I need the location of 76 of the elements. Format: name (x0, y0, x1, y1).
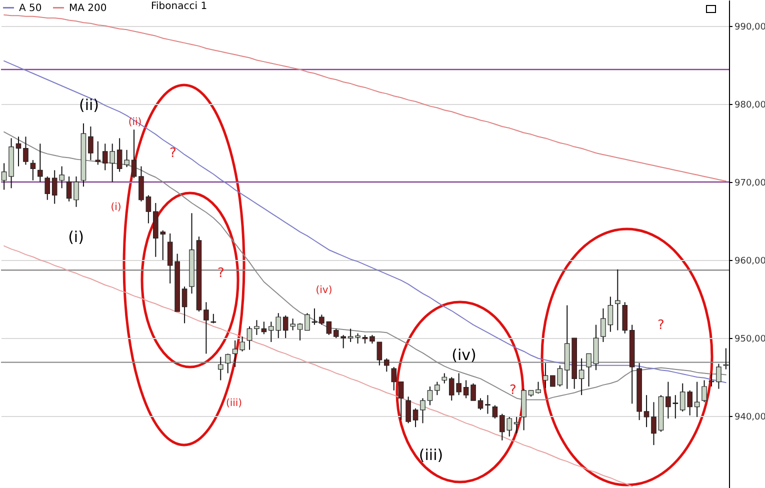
candlestick (23, 136, 28, 166)
candlestick (204, 302, 209, 354)
candlestick (384, 358, 390, 372)
annotation: ? (510, 383, 516, 398)
candlestick (182, 286, 188, 324)
candlestick (478, 398, 484, 410)
candlestick (542, 362, 548, 389)
candlestick (138, 166, 144, 202)
candlestick (615, 268, 620, 331)
candlestick (427, 386, 433, 406)
candlestick (485, 394, 490, 414)
candlestick (210, 313, 216, 324)
candlestick (225, 353, 230, 374)
candlestick (131, 129, 137, 179)
candlestick (463, 380, 469, 399)
candlestick (644, 394, 650, 428)
annotation: (i) (110, 202, 122, 213)
annotation: (iii) (226, 398, 242, 409)
candlestick (312, 308, 318, 326)
candlestick (304, 312, 310, 331)
candlestick (218, 356, 224, 381)
annotation: Fibonacci 1 (151, 1, 208, 12)
annotation: (i) (68, 228, 84, 246)
candlestick (536, 381, 541, 394)
line-series (4, 60, 726, 384)
candlestick (694, 381, 700, 418)
candlestick (412, 408, 418, 428)
legend-label: A 50 (19, 2, 42, 14)
candlestick (124, 149, 130, 168)
candlestick (38, 143, 43, 182)
candlestick (232, 340, 238, 368)
candlestick (420, 398, 426, 424)
annotation: (iv) (316, 285, 332, 296)
candlestick (442, 372, 448, 384)
candlestick (44, 176, 50, 200)
candlestick (240, 336, 245, 352)
candlestick (651, 402, 656, 446)
candlestick (254, 320, 260, 336)
candlestick (702, 380, 707, 403)
candlestick (716, 363, 722, 390)
candlestick (608, 296, 614, 332)
line-series (4, 245, 633, 487)
candlestick (578, 358, 584, 396)
candlestick (66, 176, 72, 202)
candlestick (514, 416, 520, 434)
annotation: (ii) (78, 96, 100, 114)
annotation: ? (170, 146, 176, 161)
annotation: (iv) (452, 346, 476, 364)
candlestick (116, 138, 122, 172)
candlestick (74, 176, 79, 208)
candlestick (261, 321, 267, 335)
candlestick (470, 382, 476, 402)
candlestick (586, 353, 592, 387)
annotation: ? (658, 318, 664, 333)
candlestick (391, 366, 397, 391)
candlestick (406, 396, 411, 424)
candlestick (348, 328, 354, 342)
candlestick (146, 194, 152, 224)
candlestick (492, 404, 498, 420)
candlestick (95, 140, 101, 166)
candlestick (297, 322, 303, 341)
candlestick (434, 381, 440, 396)
annotation: (iii) (418, 446, 444, 464)
line-series (4, 14, 726, 182)
candlestick (1, 162, 7, 190)
annotation: ? (218, 266, 224, 281)
candlestick (355, 332, 360, 344)
candlestick (398, 381, 404, 421)
legend-label: MA 200 (69, 2, 107, 14)
candlestick (376, 341, 382, 366)
candlestick (88, 126, 94, 161)
candlestick (30, 160, 36, 181)
candlestick (246, 326, 252, 350)
candlestick (16, 136, 22, 167)
candlestick (708, 372, 714, 387)
candlestick (600, 308, 606, 342)
